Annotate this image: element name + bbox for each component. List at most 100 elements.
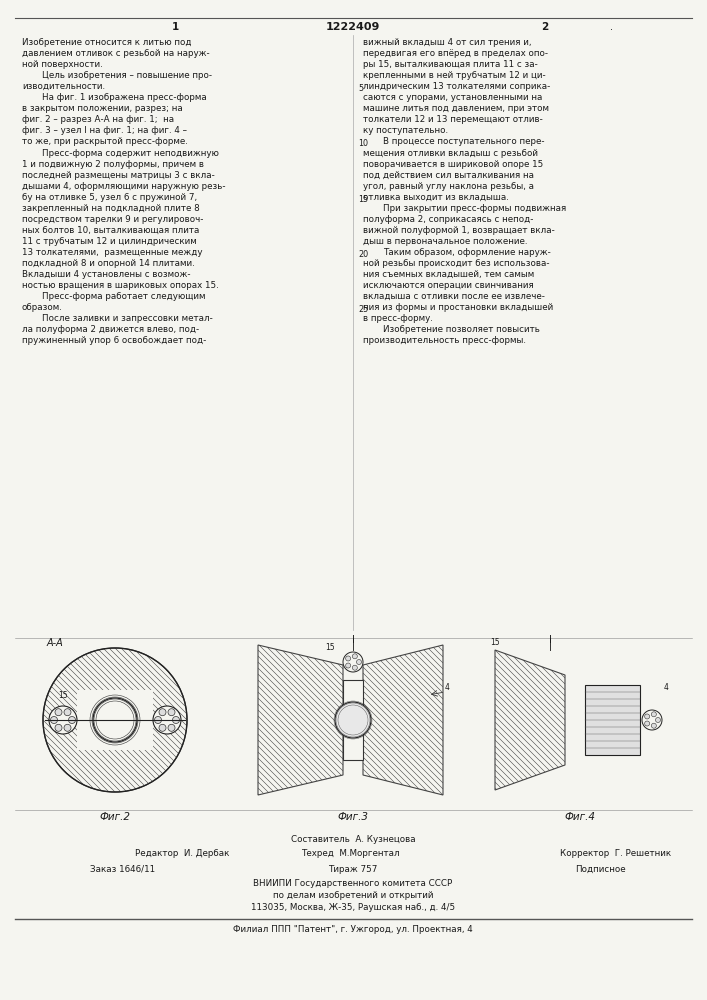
Text: Фиг.3: Фиг.3 [337,812,368,822]
Text: дыш в первоначальное положение.: дыш в первоначальное положение. [363,237,527,246]
Text: 11 с трубчатым 12 и цилиндрическим: 11 с трубчатым 12 и цилиндрическим [22,237,197,246]
Text: Пресс-форма содержит неподвижную: Пресс-форма содержит неподвижную [42,148,219,157]
Circle shape [93,698,137,742]
Circle shape [49,706,77,734]
Text: ния съемных вкладышей, тем самым: ния съемных вкладышей, тем самым [363,270,534,279]
Text: вижной полуформой 1, возвращает вкла-: вижной полуформой 1, возвращает вкла- [363,226,555,235]
Text: Вкладыши 4 установлены с возмож-: Вкладыши 4 установлены с возмож- [22,270,190,279]
Circle shape [356,660,361,664]
Text: В процессе поступательного пере-: В процессе поступательного пере- [383,137,544,146]
Circle shape [335,702,371,738]
Text: подкладной 8 и опорной 14 плитами.: подкладной 8 и опорной 14 плитами. [22,259,194,268]
Text: 113035, Москва, Ж-35, Раушская наб., д. 4/5: 113035, Москва, Ж-35, Раушская наб., д. … [251,903,455,912]
Text: Составитель  А. Кузнецова: Составитель А. Кузнецова [291,835,415,844]
Circle shape [346,656,351,661]
Circle shape [642,710,662,730]
Text: 1 и подвижную 2 полуформы, причем в: 1 и подвижную 2 полуформы, причем в [22,160,204,169]
Polygon shape [585,685,640,755]
Text: 4: 4 [445,683,450,692]
Text: посредством тарелки 9 и регулировоч-: посредством тарелки 9 и регулировоч- [22,215,204,224]
Polygon shape [343,680,363,760]
Text: Подписное: Подписное [575,865,626,874]
Circle shape [155,716,161,724]
Text: последней размещены матрицы 3 с вкла-: последней размещены матрицы 3 с вкла- [22,171,215,180]
Text: Фиг.2: Фиг.2 [100,812,131,822]
Text: Пресс-форма работает следующим: Пресс-форма работает следующим [42,292,206,301]
Text: Цель изобретения – повышение про-: Цель изобретения – повышение про- [42,71,212,80]
Polygon shape [77,690,153,750]
Circle shape [159,724,166,731]
Text: передвигая его впёред в пределах опо-: передвигая его впёред в пределах опо- [363,49,548,58]
Text: ностью вращения в шариковых опорах 15.: ностью вращения в шариковых опорах 15. [22,281,218,290]
Text: в закрытом положении, разрез; на: в закрытом положении, разрез; на [22,104,182,113]
Text: 13 толкателями,  размещенные между: 13 толкателями, размещенные между [22,248,202,257]
Text: фиг. 3 – узел I на фиг. 1; на фиг. 4 –: фиг. 3 – узел I на фиг. 1; на фиг. 4 – [22,126,187,135]
Text: 10: 10 [358,139,368,148]
Text: Таким образом, оформление наруж-: Таким образом, оформление наруж- [383,248,551,257]
Circle shape [153,706,181,734]
Text: дышами 4, оформляющими наружную резь-: дышами 4, оформляющими наружную резь- [22,182,226,191]
Circle shape [64,724,71,731]
Text: поворачивается в шириковой опоре 15: поворачивается в шириковой опоре 15 [363,160,543,169]
Circle shape [173,716,180,724]
Text: I: I [549,635,551,645]
Text: На фиг. 1 изображена пресс-форма: На фиг. 1 изображена пресс-форма [42,93,206,102]
Circle shape [55,709,62,716]
Circle shape [168,724,175,731]
Text: линдрическим 13 толкателями соприка-: линдрическим 13 толкателями соприка- [363,82,550,91]
Text: Техред  М.Моргентал: Техред М.Моргентал [300,849,399,858]
Text: закрепленный на подкладной плите 8: закрепленный на подкладной плите 8 [22,204,200,213]
Text: производительность пресс-формы.: производительность пресс-формы. [363,336,526,345]
Circle shape [352,654,357,659]
Text: крепленными в ней трубчатым 12 и ци-: крепленными в ней трубчатым 12 и ци- [363,71,546,80]
Text: машине литья под давлением, при этом: машине литья под давлением, при этом [363,104,549,113]
Text: угол, равный углу наклона резьбы, а: угол, равный углу наклона резьбы, а [363,182,534,191]
Text: 1: 1 [171,22,179,32]
Circle shape [69,716,76,724]
Text: мещения отливки вкладыш с резьбой: мещения отливки вкладыш с резьбой [363,148,538,157]
Text: 2: 2 [542,22,549,32]
Circle shape [168,709,175,716]
Text: толкатели 12 и 13 перемещают отлив-: толкатели 12 и 13 перемещают отлив- [363,115,543,124]
Text: исключаются операции свинчивания: исключаются операции свинчивания [363,281,534,290]
Text: 20: 20 [358,250,368,259]
Circle shape [64,709,71,716]
Text: по делам изобретений и открытий: по делам изобретений и открытий [273,891,433,900]
Text: 5: 5 [358,84,363,93]
Text: полуформа 2, соприкасаясь с непод-: полуформа 2, соприкасаясь с непод- [363,215,533,224]
Text: Корректор  Г. Решетник: Корректор Г. Решетник [560,849,671,858]
Text: Заказ 1646/11: Заказ 1646/11 [90,865,155,874]
Circle shape [55,724,62,731]
Text: 25: 25 [358,305,368,314]
Text: 15: 15 [325,643,334,652]
Circle shape [651,712,656,717]
Text: ных болтов 10, выталкивающая плита: ных болтов 10, выталкивающая плита [22,226,199,235]
Text: вижный вкладыш 4 от сил трения и,: вижный вкладыш 4 от сил трения и, [363,38,532,47]
Circle shape [343,652,363,672]
Text: изводительности.: изводительности. [22,82,105,91]
Circle shape [50,716,57,724]
Text: 15: 15 [58,691,68,700]
Text: то же, при раскрытой пресс-форме.: то же, при раскрытой пресс-форме. [22,137,188,146]
Text: пружиненный упор 6 освобождает под-: пружиненный упор 6 освобождает под- [22,336,206,345]
Text: Изобретение позволяет повысить: Изобретение позволяет повысить [383,325,540,334]
Circle shape [352,665,357,670]
Circle shape [645,721,650,726]
Text: Редактор  И. Дербак: Редактор И. Дербак [135,849,229,858]
Circle shape [655,718,660,722]
Text: Изобретение относится к литью под: Изобретение относится к литью под [22,38,192,47]
Text: .: . [610,22,613,32]
Text: После заливки и запрессовки метал-: После заливки и запрессовки метал- [42,314,213,323]
Text: 15: 15 [358,195,368,204]
Circle shape [159,709,166,716]
Text: ла полуформа 2 движется влево, под-: ла полуформа 2 движется влево, под- [22,325,199,334]
Text: бу на отливке 5, узел 6 с пружиной 7,: бу на отливке 5, узел 6 с пружиной 7, [22,193,197,202]
Text: 1222409: 1222409 [326,22,380,32]
Text: саются с упорами, установленными на: саются с упорами, установленными на [363,93,542,102]
Text: давлением отливок с резьбой на наруж-: давлением отливок с резьбой на наруж- [22,49,209,58]
Text: ной резьбы происходит без использова-: ной резьбы происходит без использова- [363,259,549,268]
Text: фиг. 2 – разрез А-А на фиг. 1;  на: фиг. 2 – разрез А-А на фиг. 1; на [22,115,174,124]
Text: 15: 15 [490,638,500,647]
Text: ния из формы и простановки вкладышей: ния из формы и простановки вкладышей [363,303,554,312]
Text: Филиал ППП "Патент", г. Ужгород, ул. Проектная, 4: Филиал ППП "Патент", г. Ужгород, ул. Про… [233,925,473,934]
